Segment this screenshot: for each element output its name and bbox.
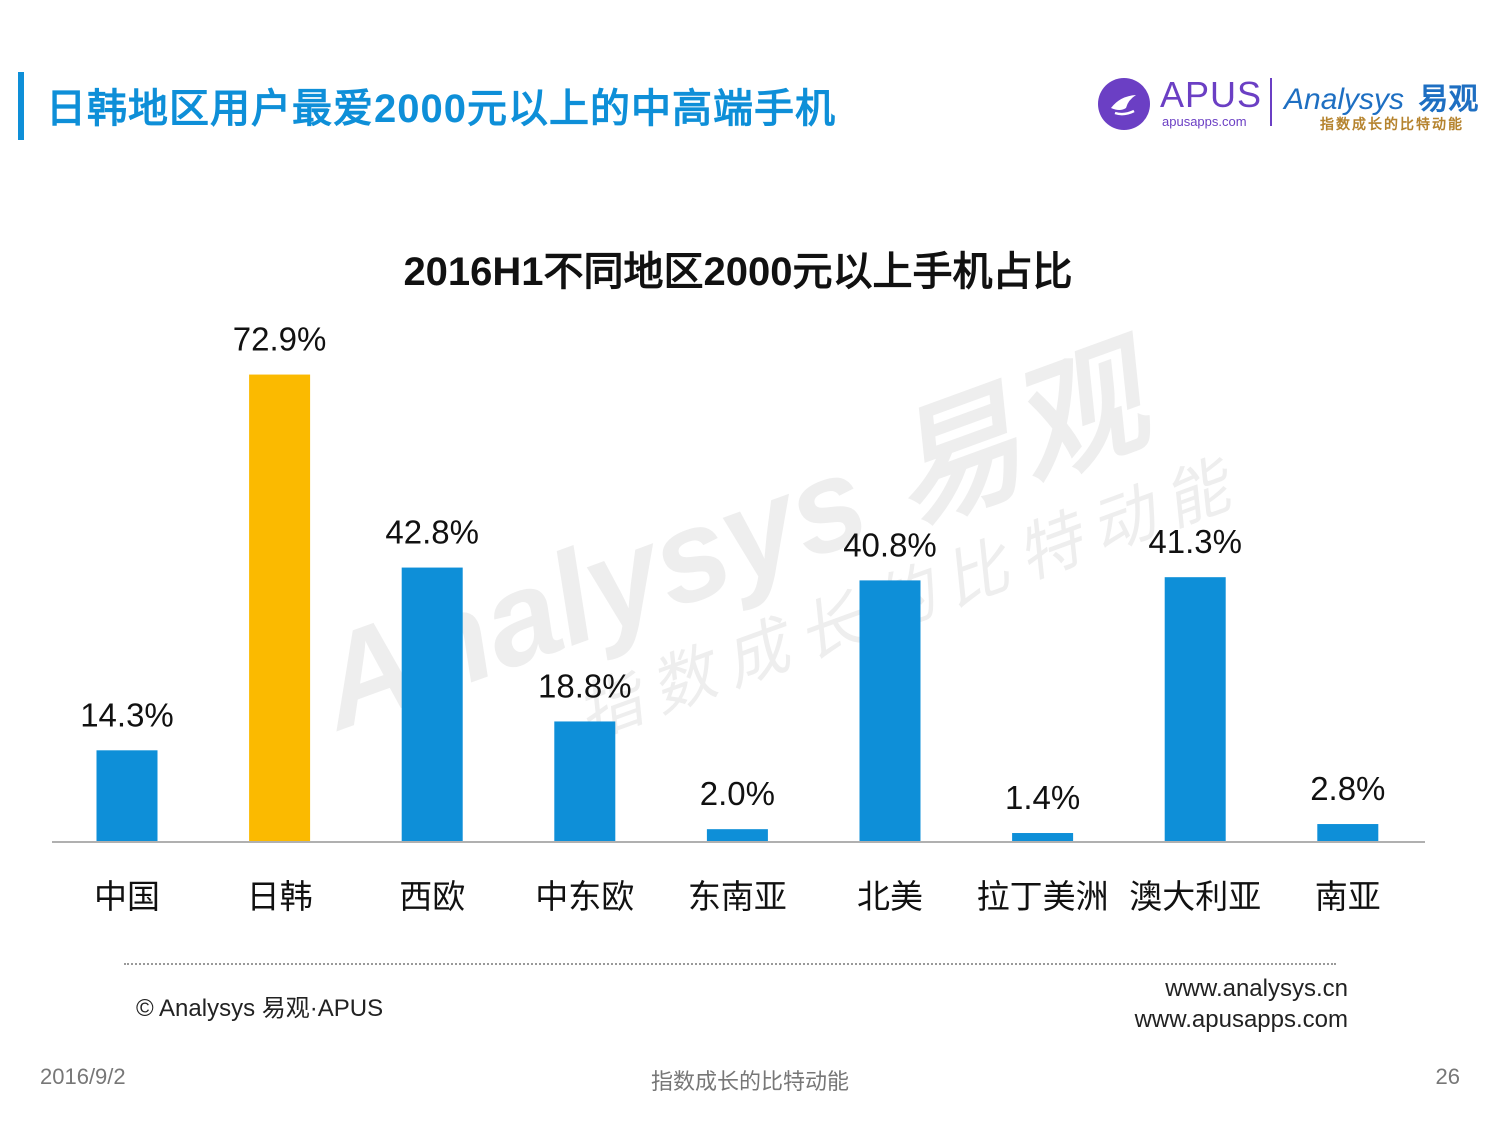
bar-value-label-3: 18.8% xyxy=(538,667,632,704)
footer-date: 2016/9/2 xyxy=(40,1064,126,1089)
bar-5 xyxy=(859,580,921,842)
bar-1 xyxy=(249,374,311,842)
bar-2 xyxy=(401,567,463,842)
category-label-6: 拉丁美洲 xyxy=(977,878,1109,915)
category-label-1: 日韩 xyxy=(247,878,313,915)
apus-logo-text: APUS xyxy=(1160,74,1263,115)
category-label-4: 东南亚 xyxy=(688,878,787,915)
bar-value-label-4: 2.0% xyxy=(700,775,775,812)
page-number: 26 xyxy=(1435,1064,1460,1089)
analysys-logo-latin: Analysys xyxy=(1284,83,1405,116)
bar-3 xyxy=(554,721,616,842)
footer-slogan: 指数成长的比特动能 xyxy=(650,1069,849,1094)
analysys-logo-text: Analysys 易观 xyxy=(1284,74,1478,118)
bar-value-label-8: 2.8% xyxy=(1310,770,1385,807)
category-label-8: 南亚 xyxy=(1315,878,1381,915)
chart-title: 2016H1不同地区2000元以上手机占比 xyxy=(403,250,1072,294)
bar-value-label-2: 42.8% xyxy=(385,514,479,551)
website-apus[interactable]: www.apusapps.com xyxy=(1134,1006,1348,1033)
bar-value-label-5: 40.8% xyxy=(843,526,937,563)
bar-value-label-1: 72.9% xyxy=(233,321,327,358)
bars-group: 14.3% 中国 72.9% 日韩 42.8% 西欧 18.8% 中东欧 2.0% 东南亚 40.8… xyxy=(80,321,1385,915)
bar-7 xyxy=(1164,577,1226,842)
analysys-logo-cn: 易观 xyxy=(1418,83,1479,116)
bar-0 xyxy=(96,750,158,842)
category-label-5: 北美 xyxy=(857,878,923,915)
bar-value-label-0: 14.3% xyxy=(80,696,174,733)
logo-divider xyxy=(1270,78,1272,126)
apus-logo-icon xyxy=(1098,78,1150,130)
category-label-7: 澳大利亚 xyxy=(1129,878,1261,915)
bar-value-label-7: 41.3% xyxy=(1148,523,1242,560)
bar-4 xyxy=(706,829,768,842)
category-label-2: 西欧 xyxy=(399,878,465,915)
bar-6 xyxy=(1012,833,1074,842)
bar-chart: 2016H1不同地区2000元以上手机占比 14.3% 中国 72.9% 日韩 42.8… xyxy=(52,250,1425,915)
apus-logo-domain: apusapps.com xyxy=(1162,114,1247,129)
page-title: 日韩地区用户最爱2000元以上的中高端手机 xyxy=(46,87,836,131)
website-analysys[interactable]: www.analysys.cn xyxy=(1165,975,1348,1002)
analysys-logo-slogan: 指数成长的比特动能 xyxy=(1320,116,1464,132)
bar-8 xyxy=(1317,824,1379,842)
category-label-0: 中国 xyxy=(94,878,160,915)
category-label-3: 中东欧 xyxy=(535,878,634,915)
title-accent-bar xyxy=(18,72,24,140)
footer-divider xyxy=(124,963,1336,965)
brand-logos: APUS apusapps.com Analysys 易观 指数成长的比特动能 xyxy=(1098,72,1488,134)
copyright-text: © Analysys 易观·APUS xyxy=(136,995,384,1022)
bar-value-label-6: 1.4% xyxy=(1005,779,1080,816)
